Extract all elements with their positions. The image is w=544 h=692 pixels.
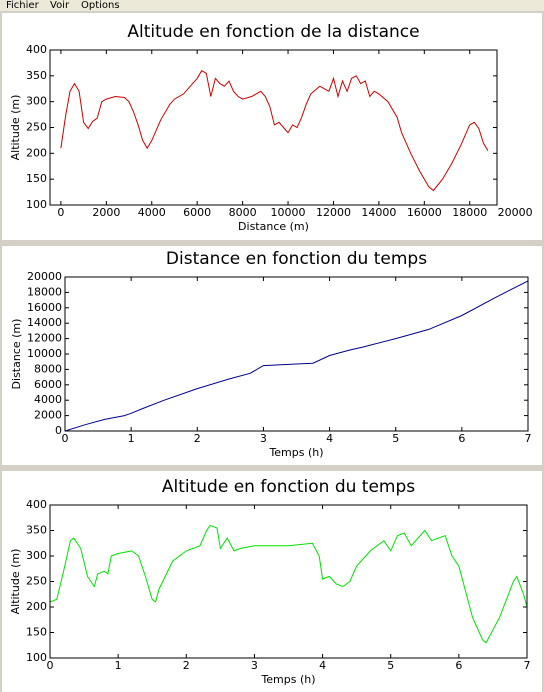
- panel: [2, 471, 542, 692]
- x-tick-label: 0: [62, 432, 69, 445]
- x-tick-label: 14000: [361, 206, 396, 219]
- y-tick-label: 100: [26, 198, 47, 211]
- y-tick-label: 350: [26, 524, 47, 537]
- x-tick-label: 5: [387, 659, 394, 672]
- plot-frame: [49, 504, 528, 659]
- chart-title: Altitude en fonction du temps: [162, 477, 415, 497]
- y-tick-label: 250: [26, 121, 47, 134]
- x-tick-label: 20000: [498, 206, 533, 219]
- menu-item[interactable]: Options: [81, 0, 120, 11]
- menu-bar: [0, 0, 544, 11]
- chart-title: Distance en fonction du temps: [166, 249, 427, 269]
- y-tick-label: 200: [26, 600, 47, 613]
- chart-title: Altitude en fonction de la distance: [127, 22, 419, 42]
- y-tick-label: 100: [26, 651, 47, 664]
- data-line: [60, 70, 489, 192]
- y-axis-label: Distance (m): [10, 319, 23, 390]
- y-tick-label: 250: [26, 575, 47, 588]
- x-tick-label: 0: [57, 206, 64, 219]
- y-tick-label: 12000: [27, 332, 62, 345]
- x-tick-label: 12000: [316, 206, 351, 219]
- x-tick-label: 2000: [92, 206, 120, 219]
- y-tick-label: 300: [26, 95, 47, 108]
- x-tick-label: 6000: [183, 206, 211, 219]
- x-tick-label: 4: [326, 432, 333, 445]
- y-tick-label: 0: [55, 424, 62, 437]
- x-tick-label: 2: [183, 659, 190, 672]
- y-tick-label: 18000: [27, 285, 62, 298]
- y-tick-label: 16000: [27, 301, 62, 314]
- y-tick-label: 8000: [34, 362, 62, 375]
- x-tick-label: 4: [319, 659, 326, 672]
- y-tick-label: 4000: [34, 393, 62, 406]
- x-axis-label: Temps (h): [268, 446, 323, 459]
- x-tick-label: 6: [455, 659, 462, 672]
- y-tick-label: 350: [26, 69, 47, 82]
- panel: [2, 246, 542, 465]
- x-tick-label: 2: [194, 432, 201, 445]
- x-tick-label: 3: [260, 432, 267, 445]
- y-tick-label: 400: [26, 43, 47, 56]
- x-tick-label: 1: [115, 659, 122, 672]
- x-tick-label: 7: [525, 432, 532, 445]
- x-tick-label: 7: [524, 659, 531, 672]
- x-tick-label: 1: [128, 432, 135, 445]
- data-line: [65, 280, 528, 431]
- x-tick-label: 5: [392, 432, 399, 445]
- y-tick-label: 150: [26, 626, 47, 639]
- y-tick-label: 10000: [27, 347, 62, 360]
- y-tick-label: 2000: [34, 409, 62, 422]
- y-tick-label: 150: [26, 172, 47, 185]
- y-tick-label: 300: [26, 549, 47, 562]
- y-tick-label: 400: [26, 498, 47, 511]
- menu-item[interactable]: Voir: [50, 0, 70, 11]
- y-tick-label: 20000: [27, 270, 62, 283]
- x-tick-label: 6: [458, 432, 465, 445]
- y-axis-label: Altitude (m): [9, 549, 22, 615]
- data-line: [50, 524, 527, 644]
- plot-frame: [49, 49, 498, 206]
- x-tick-label: 18000: [452, 206, 487, 219]
- x-tick-label: 0: [47, 659, 54, 672]
- x-axis-label: Distance (m): [238, 220, 309, 233]
- y-tick-label: 200: [26, 146, 47, 159]
- plot-frame: [64, 276, 529, 432]
- x-axis-label: Temps (h): [260, 673, 315, 686]
- panel: [2, 13, 542, 240]
- y-tick-label: 6000: [34, 378, 62, 391]
- menu-item[interactable]: Fichier: [6, 0, 40, 11]
- x-tick-label: 3: [251, 659, 258, 672]
- x-tick-label: 8000: [229, 206, 257, 219]
- y-tick-label: 14000: [27, 316, 62, 329]
- y-axis-label: Altitude (m): [9, 95, 22, 161]
- x-tick-label: 16000: [407, 206, 442, 219]
- x-tick-label: 4000: [138, 206, 166, 219]
- x-tick-label: 10000: [271, 206, 306, 219]
